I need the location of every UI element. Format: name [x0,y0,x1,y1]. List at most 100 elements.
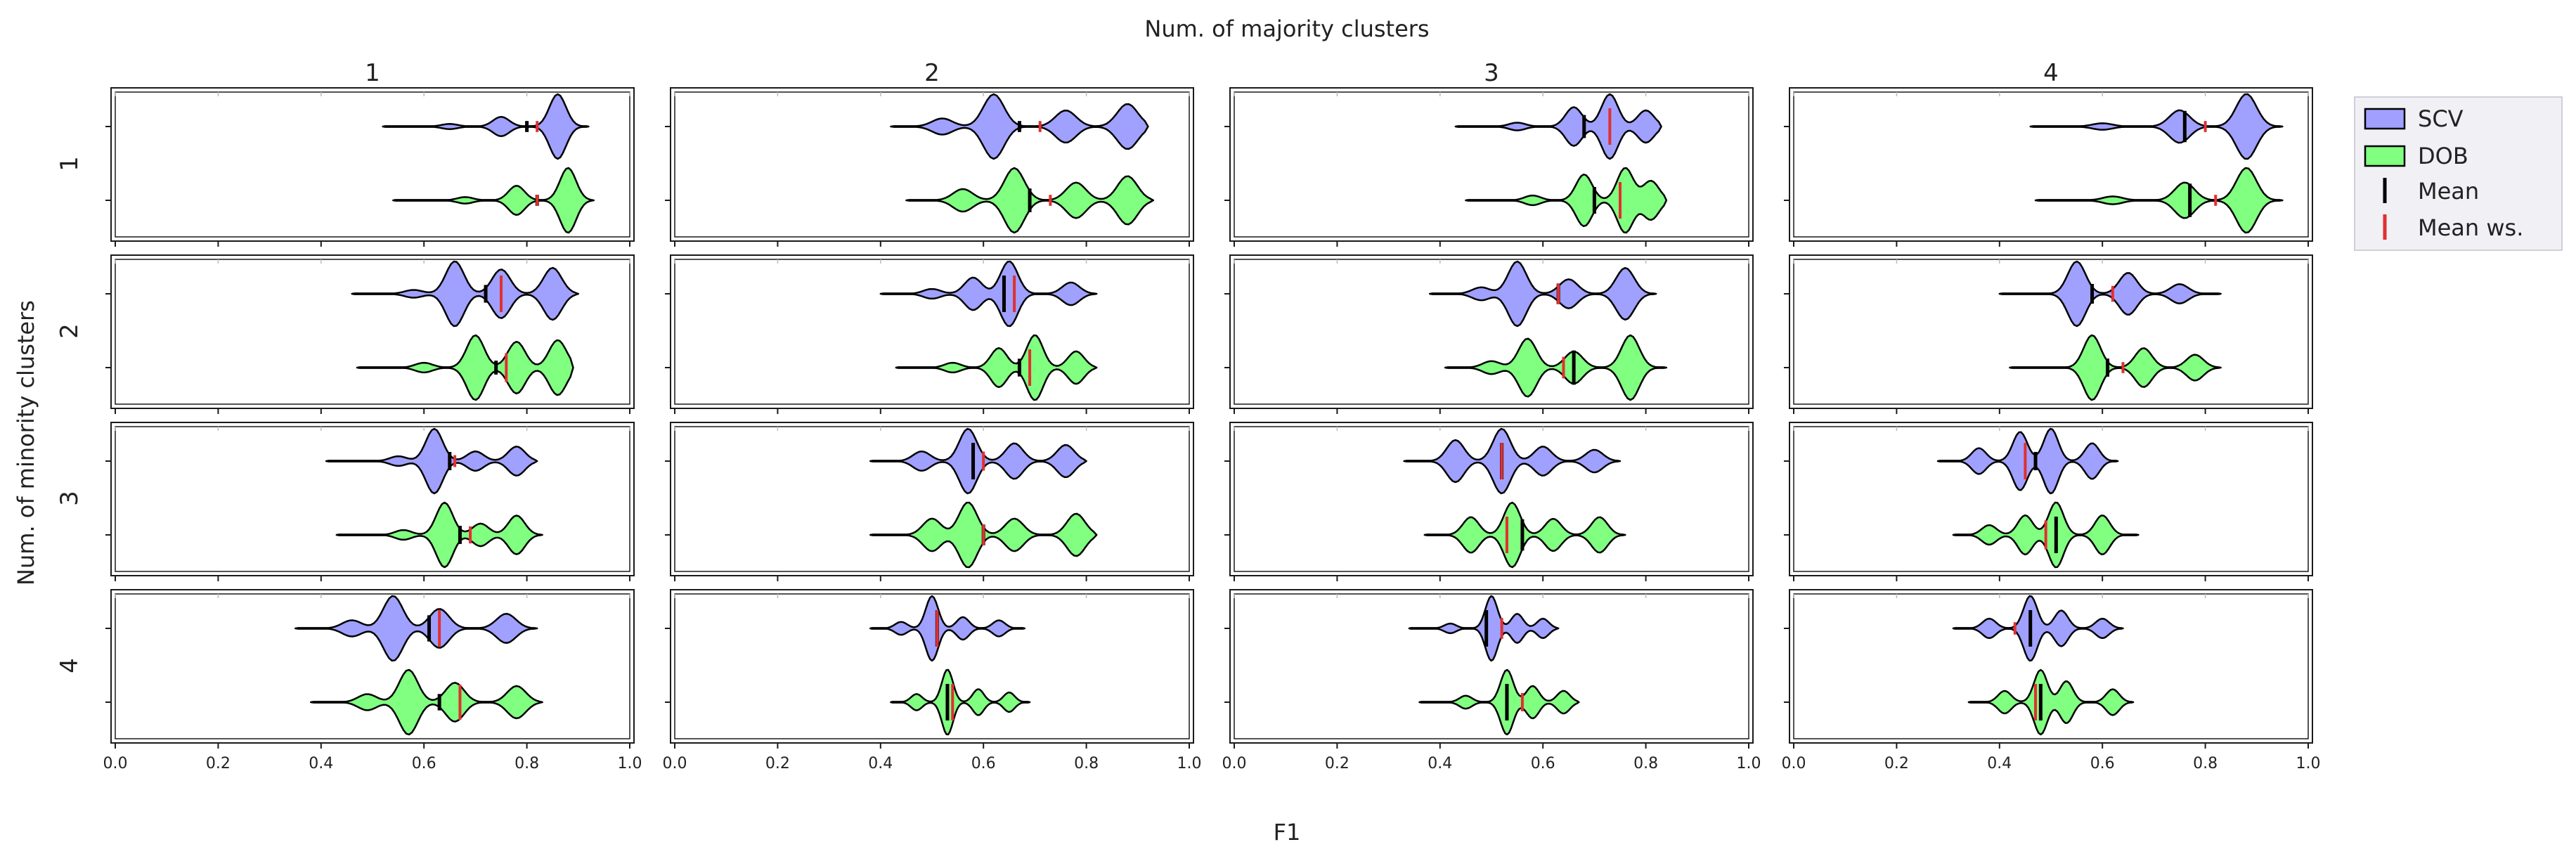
x-tick-label: 0.2 [1325,755,1350,772]
dob-violin [1465,167,1668,234]
panel-frame [670,422,1194,576]
legend-mean-label: Mean [2418,178,2479,205]
dob-violin [895,334,1098,401]
panel-r1-c3 [1224,87,1754,247]
panel-inner-frame [1793,426,2309,572]
panel-r1-c2 [665,87,1194,247]
dob-violin [356,334,574,401]
scv-violin [869,427,1087,495]
panel-inner-frame [1234,426,1749,572]
panel-inner-frame [115,91,630,238]
row-label-3: 3 [56,491,84,506]
x-tick-label: 0.0 [1782,755,1806,772]
column-label-3: 3 [1484,59,1499,87]
legend-mean-ws-label: Mean ws. [2418,214,2523,241]
x-tick-label: 0.8 [1074,755,1099,772]
scv-violin [1428,260,1657,328]
panel-frame [110,589,635,744]
dob-violin [1967,668,2135,736]
x-tick-label: 0.6 [1531,755,1555,772]
x-tick-label: 0.4 [1987,755,2012,772]
x-tick-label: 0.2 [765,755,790,772]
scv-violin [1952,595,2124,662]
panel-frame [1789,87,2313,242]
column-label-2: 2 [924,59,940,87]
panel-frame [1229,254,1754,409]
scv-violin [351,260,580,328]
x-tick-label: 0.8 [2193,755,2218,772]
scv-violin [1998,260,2222,328]
dob-violin [309,668,543,736]
x-tick-label: 0.2 [1884,755,1909,772]
panel-inner-frame [1234,259,1749,405]
legend-dob-label: DOB [2418,143,2468,169]
scv-violin [325,427,538,495]
row-label-2: 2 [56,323,84,339]
panel-r1-c1 [105,87,635,247]
panel-frame [110,422,635,576]
row-label-4: 4 [56,658,84,673]
legend-scv-swatch [2364,108,2406,130]
x-tick-label: 1.0 [1737,755,1761,772]
scv-violin [382,93,590,160]
panel-inner-frame [115,426,630,572]
x-tick-label: 0.0 [1222,755,1247,772]
panel-r3-c2 [665,422,1194,581]
column-label-4: 4 [2043,59,2059,87]
x-tick-label: 0.6 [412,755,436,772]
panel-r2-c4 [1784,254,2313,414]
panel-inner-frame [674,259,1190,405]
legend: SCV DOB Mean Mean ws. [2354,96,2563,251]
column-label-1: 1 [365,59,380,87]
panel-frame [670,87,1194,242]
panel-r4-c1: 0.0 0.2 0.4 0.6 0.8 1.0 [103,589,642,772]
panel-inner-frame [1793,593,2309,739]
panel-inner-frame [1793,259,2309,405]
panel-r4-c4: 0.0 0.2 0.4 0.6 0.8 1.0 [1782,589,2321,772]
panel-r2-c3 [1224,254,1754,414]
scv-violin [1408,595,1560,662]
scv-violin [879,260,1098,328]
panel-r3-c3 [1224,422,1754,581]
scv-violin [869,595,1026,662]
panel-frame [670,254,1194,409]
dob-violin [392,167,595,234]
panel-r2-c2 [665,254,1194,414]
row-label-1: 1 [56,156,84,172]
panel-r4-c3: 0.0 0.2 0.4 0.6 0.8 1.0 [1222,589,1761,772]
x-tick-label: 0.6 [2090,755,2115,772]
scv-violin [294,595,538,662]
panel-frame [1229,87,1754,242]
panel-inner-frame [1793,91,2309,238]
panel-inner-frame [1234,593,1749,739]
legend-dob-swatch [2364,145,2406,167]
panel-inner-frame [1234,91,1749,238]
panel-frame [1789,254,2313,409]
x-tick-label: 0.0 [103,755,128,772]
y-axis-label: Num. of minority clusters [13,300,39,585]
x-tick-label: 0.6 [971,755,996,772]
panel-frame [1789,589,2313,744]
panel-r3-c4 [1784,422,2313,581]
panel-r4-c2: 0.0 0.2 0.4 0.6 0.8 1.0 [663,589,1202,772]
scv-violin [1403,427,1622,495]
legend-scv-label: SCV [2418,105,2464,132]
dob-violin [890,668,1031,736]
x-tick-label: 0.4 [868,755,893,772]
x-tick-label: 0.4 [1428,755,1452,772]
chart-title: Num. of majority clusters [1144,15,1429,42]
x-tick-label: 1.0 [1177,755,1202,772]
panel-inner-frame [115,593,630,739]
dob-violin [1418,668,1580,736]
x-axis-label: F1 [1274,819,1301,846]
dob-violin [1444,334,1668,401]
panel-r1-c4 [1784,87,2313,247]
dob-violin [1423,501,1626,569]
panel-r2-c1 [105,254,635,414]
x-tick-label: 0.0 [663,755,687,772]
x-tick-label: 0.8 [514,755,539,772]
x-tick-label: 0.2 [206,755,231,772]
scv-violin [2029,93,2284,160]
dob-violin [2034,167,2284,234]
